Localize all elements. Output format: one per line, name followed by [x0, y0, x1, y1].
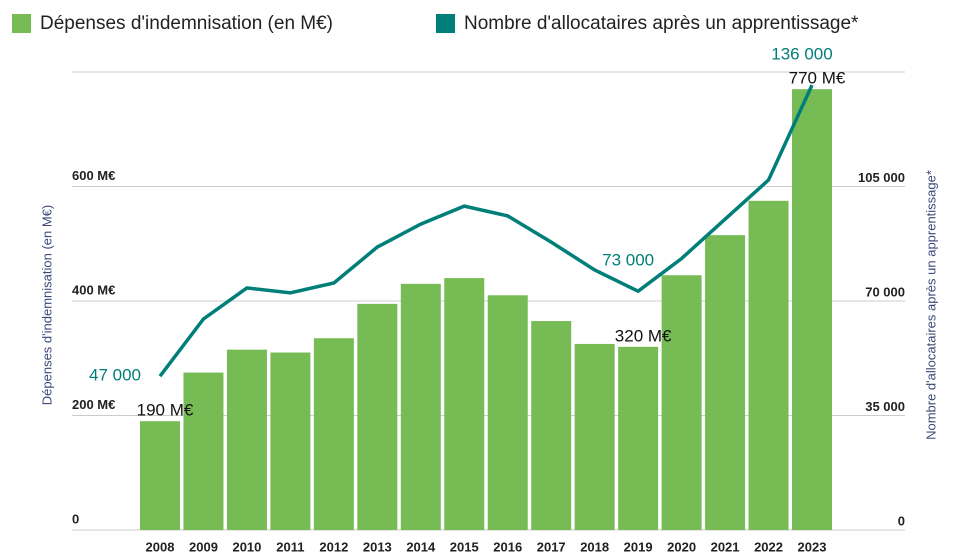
x-tick-label: 2009: [189, 539, 218, 554]
y2-tick-label: 105 000: [858, 170, 905, 185]
bar-label: 320 M€: [615, 326, 672, 345]
bar-label: 770 M€: [789, 69, 846, 88]
y2-axis-title: Nombre d'allocataires après un apprentis…: [923, 170, 938, 440]
line: [158, 84, 814, 378]
bar: [618, 346, 659, 530]
line-label: 136 000: [771, 45, 832, 64]
bar: [400, 283, 441, 530]
x-tick-label: 2020: [667, 539, 696, 554]
bar: [574, 343, 615, 530]
bar: [661, 275, 702, 530]
y-tick-label: 600 M€: [72, 168, 115, 183]
x-tick-label: 2019: [624, 539, 653, 554]
legend-swatch: [12, 14, 31, 33]
bar: [705, 235, 746, 530]
x-tick-label: 2023: [798, 539, 827, 554]
y2-tick-label: 35 000: [865, 399, 905, 414]
line-label: 47 000: [89, 366, 141, 385]
bar: [487, 295, 528, 530]
x-tick-label: 2017: [537, 539, 566, 554]
bar: [444, 278, 485, 530]
y-axis-title: Dépenses d'indemnisation (en M€): [39, 205, 54, 405]
bar: [748, 200, 789, 530]
x-tick-label: 2015: [450, 539, 479, 554]
x-tick-label: 2021: [711, 539, 740, 554]
x-tick-label: 2013: [363, 539, 392, 554]
x-tick-label: 2008: [146, 539, 175, 554]
x-tick-label: 2018: [580, 539, 609, 554]
y-tick-label: 200 M€: [72, 397, 115, 412]
bar-label: 190 M€: [137, 401, 194, 420]
bar: [226, 349, 267, 530]
bar: [270, 352, 311, 530]
y-tick-label: 0: [72, 511, 79, 526]
x-tick-label: 2016: [493, 539, 522, 554]
x-tick-label: 2014: [406, 539, 436, 554]
legend-label: Dépenses d'indemnisation (en M€): [40, 13, 333, 34]
line-label: 73 000: [602, 251, 654, 270]
legend-swatch: [436, 14, 455, 33]
y2-tick-label: 0: [898, 513, 905, 528]
bar: [140, 421, 180, 530]
y-tick-label: 400 M€: [72, 282, 115, 297]
y2-tick-label: 70 000: [865, 284, 905, 299]
x-tick-label: 2022: [754, 539, 783, 554]
bar: [183, 372, 224, 530]
bar: [357, 303, 398, 530]
x-tick-label: 2012: [319, 539, 348, 554]
bar: [792, 89, 832, 531]
bar: [313, 338, 354, 530]
x-tick-label: 2010: [232, 539, 261, 554]
legend-label: Nombre d'allocataires après un apprentis…: [464, 13, 859, 34]
bar: [531, 321, 572, 530]
x-tick-label: 2011: [276, 539, 304, 554]
